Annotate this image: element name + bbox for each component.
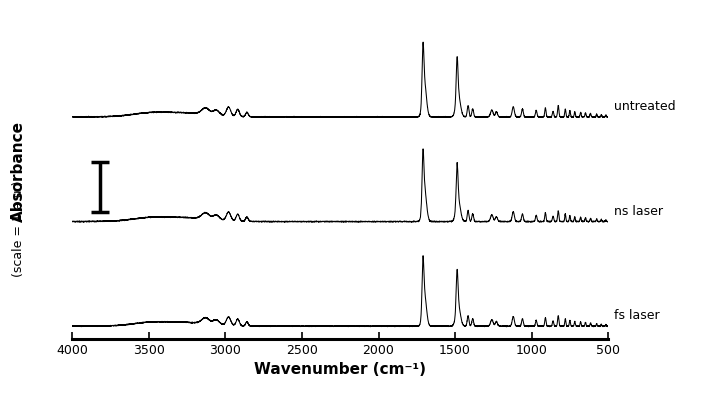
Text: fs laser: fs laser: [613, 309, 659, 322]
X-axis label: Wavenumber (cm⁻¹): Wavenumber (cm⁻¹): [254, 362, 426, 377]
Text: untreated: untreated: [613, 100, 675, 113]
Text: Absorbance: Absorbance: [11, 121, 25, 222]
Text: (scale = 1 a.u.): (scale = 1 a.u.): [12, 180, 25, 277]
Text: ns laser: ns laser: [613, 204, 662, 217]
